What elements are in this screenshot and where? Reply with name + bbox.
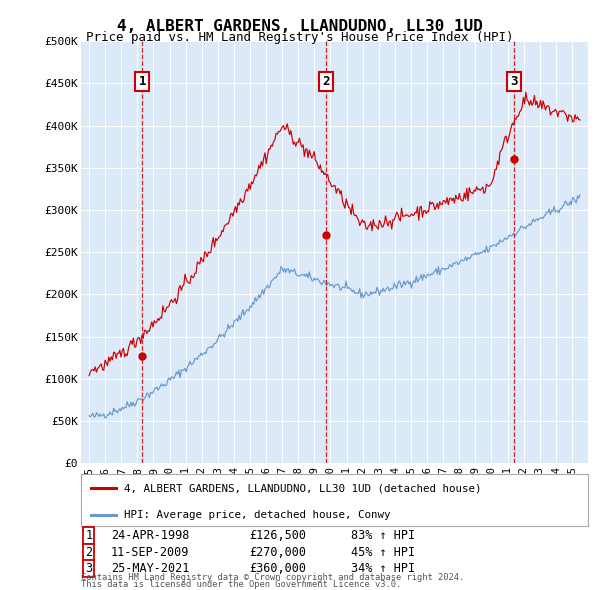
Text: 3: 3 bbox=[85, 562, 92, 575]
Text: HPI: Average price, detached house, Conwy: HPI: Average price, detached house, Conw… bbox=[124, 510, 391, 520]
Text: 4, ALBERT GARDENS, LLANDUDNO, LL30 1UD (detached house): 4, ALBERT GARDENS, LLANDUDNO, LL30 1UD (… bbox=[124, 483, 482, 493]
Text: £126,500: £126,500 bbox=[249, 529, 306, 542]
Text: 2: 2 bbox=[85, 546, 92, 559]
Text: 34% ↑ HPI: 34% ↑ HPI bbox=[351, 562, 415, 575]
Text: £360,000: £360,000 bbox=[249, 562, 306, 575]
Text: Price paid vs. HM Land Registry's House Price Index (HPI): Price paid vs. HM Land Registry's House … bbox=[86, 31, 514, 44]
Text: 83% ↑ HPI: 83% ↑ HPI bbox=[351, 529, 415, 542]
Text: 1: 1 bbox=[85, 529, 92, 542]
Text: 3: 3 bbox=[510, 76, 518, 88]
Text: This data is licensed under the Open Government Licence v3.0.: This data is licensed under the Open Gov… bbox=[81, 581, 401, 589]
Text: 4, ALBERT GARDENS, LLANDUDNO, LL30 1UD: 4, ALBERT GARDENS, LLANDUDNO, LL30 1UD bbox=[117, 19, 483, 34]
Text: £270,000: £270,000 bbox=[249, 546, 306, 559]
Text: 2: 2 bbox=[322, 76, 329, 88]
Text: 1: 1 bbox=[139, 76, 146, 88]
Text: 11-SEP-2009: 11-SEP-2009 bbox=[111, 546, 190, 559]
Text: Contains HM Land Registry data © Crown copyright and database right 2024.: Contains HM Land Registry data © Crown c… bbox=[81, 573, 464, 582]
Text: 25-MAY-2021: 25-MAY-2021 bbox=[111, 562, 190, 575]
Text: 45% ↑ HPI: 45% ↑ HPI bbox=[351, 546, 415, 559]
Text: 24-APR-1998: 24-APR-1998 bbox=[111, 529, 190, 542]
